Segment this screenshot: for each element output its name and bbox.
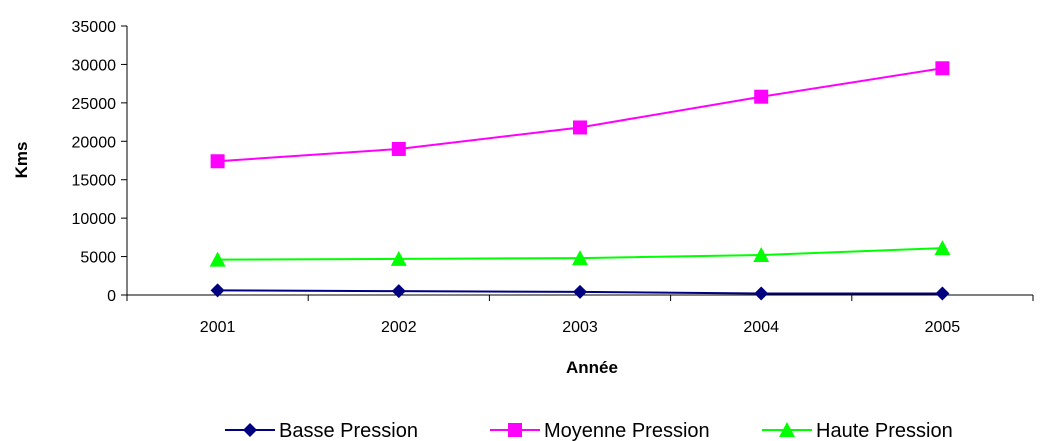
legend-marker bbox=[779, 422, 795, 437]
y-tick-label: 35000 bbox=[72, 19, 117, 36]
data-point bbox=[210, 154, 225, 169]
legend-item: Haute Pression bbox=[762, 420, 953, 441]
data-point bbox=[934, 240, 951, 256]
y-axis-ticks: 0 5000 10000 15000 20000 25000 30000 35000 bbox=[72, 19, 127, 305]
data-point bbox=[935, 61, 950, 76]
data-point bbox=[572, 250, 588, 266]
series-line bbox=[217, 67, 943, 163]
data-point bbox=[209, 251, 226, 267]
y-axis: 0 5000 10000 15000 20000 25000 30000 35000 bbox=[72, 19, 128, 305]
legend-label: Basse Pression bbox=[279, 420, 418, 441]
data-point bbox=[754, 286, 769, 301]
x-tick-label: 2002 bbox=[381, 319, 417, 336]
data-point bbox=[391, 284, 406, 299]
data-point bbox=[210, 283, 225, 298]
y-tick-label: 20000 bbox=[72, 134, 117, 151]
legend-label: Haute Pression bbox=[816, 420, 953, 441]
y-tick-label: 30000 bbox=[72, 57, 117, 74]
x-tick-label: 2004 bbox=[743, 319, 779, 336]
x-tick-label: 2003 bbox=[562, 319, 598, 336]
data-point bbox=[573, 120, 587, 135]
y-tick-label: 5000 bbox=[80, 250, 116, 267]
data-point bbox=[754, 89, 769, 104]
legend-item: Basse Pression bbox=[225, 420, 418, 441]
y-tick-label: 15000 bbox=[72, 173, 117, 190]
data-point bbox=[391, 141, 406, 156]
y-axis-title: Kms bbox=[12, 142, 31, 179]
legend: Basse Pression Moyenne Pression Haute Pres… bbox=[225, 420, 953, 441]
series-moyenne-pression bbox=[210, 61, 950, 169]
data-point bbox=[390, 250, 407, 266]
x-axis-ticks: 2001 2002 2003 2004 2005 bbox=[126, 295, 1034, 336]
y-tick-label: 0 bbox=[107, 288, 116, 305]
data-point bbox=[935, 286, 950, 301]
legend-marker bbox=[243, 423, 257, 437]
x-tick-label: 2005 bbox=[925, 319, 961, 336]
series-haute-pression bbox=[209, 240, 951, 267]
data-point bbox=[753, 247, 770, 263]
legend-item: Moyenne Pression bbox=[490, 420, 710, 441]
series-layer bbox=[209, 61, 951, 301]
legend-label: Moyenne Pression bbox=[544, 420, 710, 441]
x-axis-title: Année bbox=[566, 358, 618, 377]
x-tick-label: 2001 bbox=[200, 319, 236, 336]
y-tick-label: 25000 bbox=[72, 96, 117, 113]
x-axis: 2001 2002 2003 2004 2005 bbox=[126, 294, 1034, 336]
data-point bbox=[573, 284, 587, 299]
legend-marker bbox=[508, 423, 522, 437]
series-basse-pression bbox=[210, 283, 950, 301]
y-tick-label: 10000 bbox=[72, 211, 117, 228]
